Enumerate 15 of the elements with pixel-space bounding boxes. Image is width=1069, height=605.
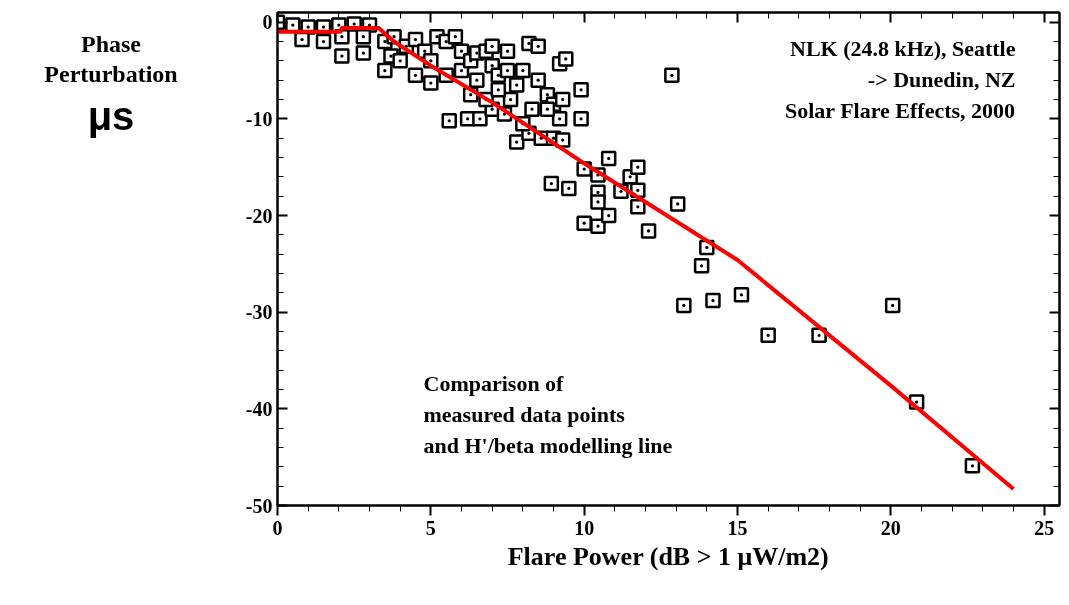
x-axis-title: Flare Power (dB > 1 μW/m2) [507, 541, 829, 571]
y-tick-label: 0 [262, 11, 273, 34]
x-tick-label: 5 [425, 516, 436, 539]
annotation: NLK (24.8 kHz), Seattle -> Dunedin, NZ Solar Flare Effects, 2000 [784, 35, 1016, 123]
y-tick-label: -10 [245, 107, 273, 130]
y-tick-label: -20 [245, 204, 273, 227]
x-tick-label: 10 [574, 516, 595, 539]
annotation: Comparison of measured data points and H'/beta modelling line [423, 370, 673, 458]
x-tick-label: 15 [727, 516, 748, 539]
y-tick-label: -30 [245, 301, 273, 324]
y-axis-title: Phase Perturbation μs [43, 30, 179, 139]
y-tick-label: -40 [245, 397, 273, 420]
x-tick-label: 20 [880, 516, 901, 539]
x-tick-label: 25 [1034, 516, 1055, 539]
y-tick-label: -50 [245, 494, 273, 517]
